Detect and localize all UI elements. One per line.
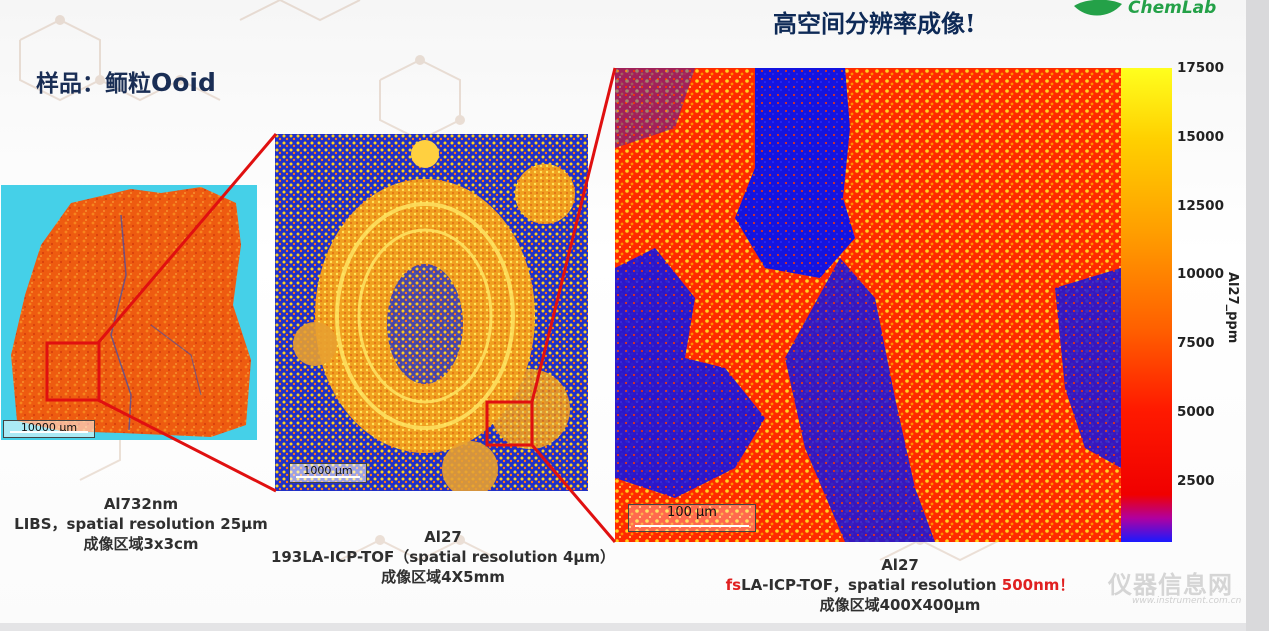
colorbar-tick: 12500: [1177, 198, 1224, 214]
la-icp-tof-graphic: [275, 134, 588, 491]
scale-bar-fs: 100 µm: [628, 504, 756, 532]
watermark: 仪器信息网: [1108, 571, 1233, 599]
chemlab-logo: ChemLab: [1070, 0, 1220, 26]
caption-line-2: LIBS，spatial resolution 25µm: [14, 515, 268, 533]
sample-label: 样品：鲕粒Ooid: [36, 64, 216, 98]
sample-label-cn: 样品：鲕粒: [36, 71, 151, 97]
scale-bar-libs: 10000 µm: [3, 420, 95, 438]
caption-line-2: 193LA-ICP-TOF（spatial resolution 4µm）: [270, 548, 616, 566]
la-icp-tof-caption: Al27 193LA-ICP-TOF（spatial resolution 4µ…: [250, 527, 636, 587]
chemlab-leaf-icon: [1074, 0, 1122, 16]
caption-line-1: Al27: [424, 528, 462, 546]
libs-map-image: 10000 µm: [1, 185, 257, 440]
caption-fs-prefix: fs: [725, 576, 742, 594]
colorbar-label: Al27_ppm: [1225, 272, 1240, 344]
bottom-bar: [0, 623, 1246, 631]
colorbar-tick: 10000: [1177, 266, 1224, 282]
scale-bar-label: 10000 µm: [20, 421, 78, 434]
scale-bar-la-icp: 1000 µm: [289, 463, 367, 483]
scale-bar-line: [10, 431, 88, 433]
caption-line-1: Al27: [881, 556, 919, 574]
logo-text: ChemLab: [1128, 0, 1217, 18]
colorbar-tick: 15000: [1177, 129, 1224, 145]
caption-line-3: 成像区域4X5mm: [381, 568, 505, 586]
fs-la-icp-tof-caption: Al27 fsLA-ICP-TOF，spatial resolution 500…: [700, 555, 1100, 615]
libs-map-graphic: [1, 185, 257, 440]
caption-method: LA-ICP-TOF，spatial resolution: [741, 576, 1002, 594]
right-scrollbar-area: [1246, 0, 1269, 631]
al27-colorbar: [1121, 68, 1172, 542]
colorbar-tick: 17500: [1177, 60, 1224, 76]
scale-bar-line: [635, 525, 749, 527]
fs-la-icp-tof-graphic: [615, 68, 1121, 542]
watermark-url: www.instrument.com.cn: [1132, 596, 1242, 606]
libs-caption: Al732nm LIBS，spatial resolution 25µm 成像区…: [0, 494, 282, 554]
slide-title: 高空间分辨率成像!: [773, 9, 976, 38]
caption-line-1: Al732nm: [103, 495, 179, 513]
fs-la-icp-tof-map-image: 100 µm: [615, 68, 1121, 542]
caption-line-3: 成像区域400X400µm: [819, 596, 981, 614]
scale-bar-label: 100 µm: [667, 505, 717, 520]
la-icp-tof-map-image: 1000 µm: [275, 134, 588, 491]
caption-line-3: 成像区域3x3cm: [83, 535, 199, 553]
colorbar-tick: 2500: [1177, 473, 1215, 489]
caption-line-2: fsLA-ICP-TOF，spatial resolution 500nm！: [700, 575, 1100, 595]
caption-resolution-value: 500nm！: [1001, 576, 1075, 594]
scale-bar-label: 1000 µm: [303, 464, 353, 477]
colorbar-tick: 7500: [1177, 335, 1215, 351]
scale-bar-line: [296, 476, 360, 478]
colorbar-tick: 5000: [1177, 404, 1215, 420]
sample-label-en: Ooid: [151, 68, 216, 97]
